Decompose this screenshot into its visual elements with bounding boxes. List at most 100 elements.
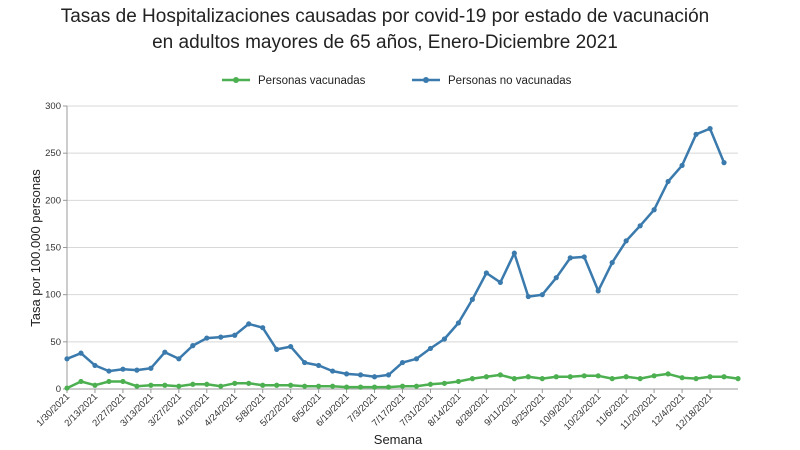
data-point-vaccinated[interactable] xyxy=(190,381,196,387)
data-point-vaccinated[interactable] xyxy=(581,373,587,379)
data-point-vaccinated[interactable] xyxy=(204,381,210,387)
data-point-vaccinated[interactable] xyxy=(357,384,364,390)
data-point-unvaccinated[interactable] xyxy=(232,332,238,338)
data-point-vaccinated[interactable] xyxy=(260,382,266,388)
data-point-vaccinated[interactable] xyxy=(78,378,84,385)
data-point-unvaccinated[interactable] xyxy=(148,365,154,371)
data-point-unvaccinated[interactable] xyxy=(120,366,126,372)
data-point-unvaccinated[interactable] xyxy=(218,334,224,340)
data-point-unvaccinated[interactable] xyxy=(288,343,294,350)
data-point-vaccinated[interactable] xyxy=(553,374,559,380)
data-point-vaccinated[interactable] xyxy=(176,383,182,389)
data-point-unvaccinated[interactable] xyxy=(651,207,657,213)
data-point-vaccinated[interactable] xyxy=(427,381,434,387)
data-point-vaccinated[interactable] xyxy=(497,372,503,378)
data-point-unvaccinated[interactable] xyxy=(567,255,573,261)
data-point-vaccinated[interactable] xyxy=(162,382,168,388)
data-point-vaccinated[interactable] xyxy=(455,378,462,385)
data-point-unvaccinated[interactable] xyxy=(413,356,420,362)
data-point-vaccinated[interactable] xyxy=(64,385,70,391)
data-point-vaccinated[interactable] xyxy=(330,383,336,389)
data-point-unvaccinated[interactable] xyxy=(693,131,699,137)
data-point-unvaccinated[interactable] xyxy=(511,250,517,256)
data-point-unvaccinated[interactable] xyxy=(78,350,84,356)
data-point-vaccinated[interactable] xyxy=(232,380,238,386)
data-point-unvaccinated[interactable] xyxy=(190,343,196,349)
data-point-vaccinated[interactable] xyxy=(525,374,531,380)
data-point-unvaccinated[interactable] xyxy=(371,374,378,380)
data-point-vaccinated[interactable] xyxy=(651,373,657,379)
data-point-vaccinated[interactable] xyxy=(385,384,392,390)
data-point-unvaccinated[interactable] xyxy=(92,362,98,369)
data-point-unvaccinated[interactable] xyxy=(497,279,503,286)
data-point-unvaccinated[interactable] xyxy=(721,160,727,166)
data-point-vaccinated[interactable] xyxy=(274,382,280,388)
data-point-unvaccinated[interactable] xyxy=(455,320,462,326)
data-point-unvaccinated[interactable] xyxy=(525,293,531,300)
data-point-vaccinated[interactable] xyxy=(246,380,252,386)
data-point-unvaccinated[interactable] xyxy=(679,162,685,169)
data-point-unvaccinated[interactable] xyxy=(609,259,615,266)
data-point-vaccinated[interactable] xyxy=(343,384,350,390)
data-point-unvaccinated[interactable] xyxy=(134,367,140,373)
data-point-unvaccinated[interactable] xyxy=(553,275,559,281)
legend-item-vaccinated[interactable]: Personas vacunadas xyxy=(222,75,366,87)
data-point-unvaccinated[interactable] xyxy=(623,238,629,244)
data-point-unvaccinated[interactable] xyxy=(483,270,489,276)
data-point-unvaccinated[interactable] xyxy=(316,362,322,369)
data-point-unvaccinated[interactable] xyxy=(539,292,545,298)
data-point-unvaccinated[interactable] xyxy=(595,288,601,294)
data-point-vaccinated[interactable] xyxy=(511,376,517,382)
data-point-unvaccinated[interactable] xyxy=(176,356,182,362)
data-point-vaccinated[interactable] xyxy=(469,376,475,382)
data-point-unvaccinated[interactable] xyxy=(707,126,713,132)
data-point-vaccinated[interactable] xyxy=(371,384,378,390)
data-point-unvaccinated[interactable] xyxy=(106,368,112,374)
data-point-unvaccinated[interactable] xyxy=(357,372,364,378)
data-point-vaccinated[interactable] xyxy=(735,376,741,382)
data-point-unvaccinated[interactable] xyxy=(665,178,671,185)
data-point-unvaccinated[interactable] xyxy=(274,346,280,352)
data-point-vaccinated[interactable] xyxy=(693,376,699,382)
data-point-unvaccinated[interactable] xyxy=(343,371,350,377)
data-point-vaccinated[interactable] xyxy=(567,374,573,380)
data-point-unvaccinated[interactable] xyxy=(330,368,336,374)
data-point-vaccinated[interactable] xyxy=(399,383,406,389)
data-point-vaccinated[interactable] xyxy=(707,374,713,380)
data-point-unvaccinated[interactable] xyxy=(302,359,308,366)
data-point-vaccinated[interactable] xyxy=(637,376,643,382)
data-point-vaccinated[interactable] xyxy=(316,383,322,389)
data-point-vaccinated[interactable] xyxy=(92,382,98,388)
data-point-unvaccinated[interactable] xyxy=(469,296,475,302)
data-point-unvaccinated[interactable] xyxy=(441,336,448,342)
data-point-vaccinated[interactable] xyxy=(623,374,629,380)
data-point-unvaccinated[interactable] xyxy=(204,335,210,341)
data-point-vaccinated[interactable] xyxy=(302,383,308,389)
data-point-vaccinated[interactable] xyxy=(721,374,727,380)
data-point-vaccinated[interactable] xyxy=(679,375,685,381)
data-point-unvaccinated[interactable] xyxy=(399,359,406,366)
data-point-unvaccinated[interactable] xyxy=(260,325,266,331)
data-point-vaccinated[interactable] xyxy=(609,376,615,382)
data-point-unvaccinated[interactable] xyxy=(581,254,587,260)
data-point-unvaccinated[interactable] xyxy=(162,349,168,355)
data-point-vaccinated[interactable] xyxy=(413,383,420,389)
data-point-vaccinated[interactable] xyxy=(288,382,294,388)
data-point-vaccinated[interactable] xyxy=(539,376,545,382)
data-point-vaccinated[interactable] xyxy=(134,383,140,389)
data-point-vaccinated[interactable] xyxy=(148,382,154,388)
data-point-vaccinated[interactable] xyxy=(120,378,126,385)
data-point-vaccinated[interactable] xyxy=(595,373,601,379)
data-point-vaccinated[interactable] xyxy=(441,380,448,386)
data-point-unvaccinated[interactable] xyxy=(385,372,392,378)
data-point-unvaccinated[interactable] xyxy=(637,223,643,229)
data-point-vaccinated[interactable] xyxy=(483,374,489,380)
data-point-vaccinated[interactable] xyxy=(665,371,671,377)
legend-label-vaccinated: Personas vacunadas xyxy=(258,75,366,87)
data-point-unvaccinated[interactable] xyxy=(427,345,434,352)
data-point-unvaccinated[interactable] xyxy=(64,356,70,362)
legend-item-unvaccinated[interactable]: Personas no vacunadas xyxy=(412,75,572,87)
data-point-unvaccinated[interactable] xyxy=(246,321,252,327)
data-point-vaccinated[interactable] xyxy=(218,383,224,389)
data-point-vaccinated[interactable] xyxy=(106,378,112,385)
